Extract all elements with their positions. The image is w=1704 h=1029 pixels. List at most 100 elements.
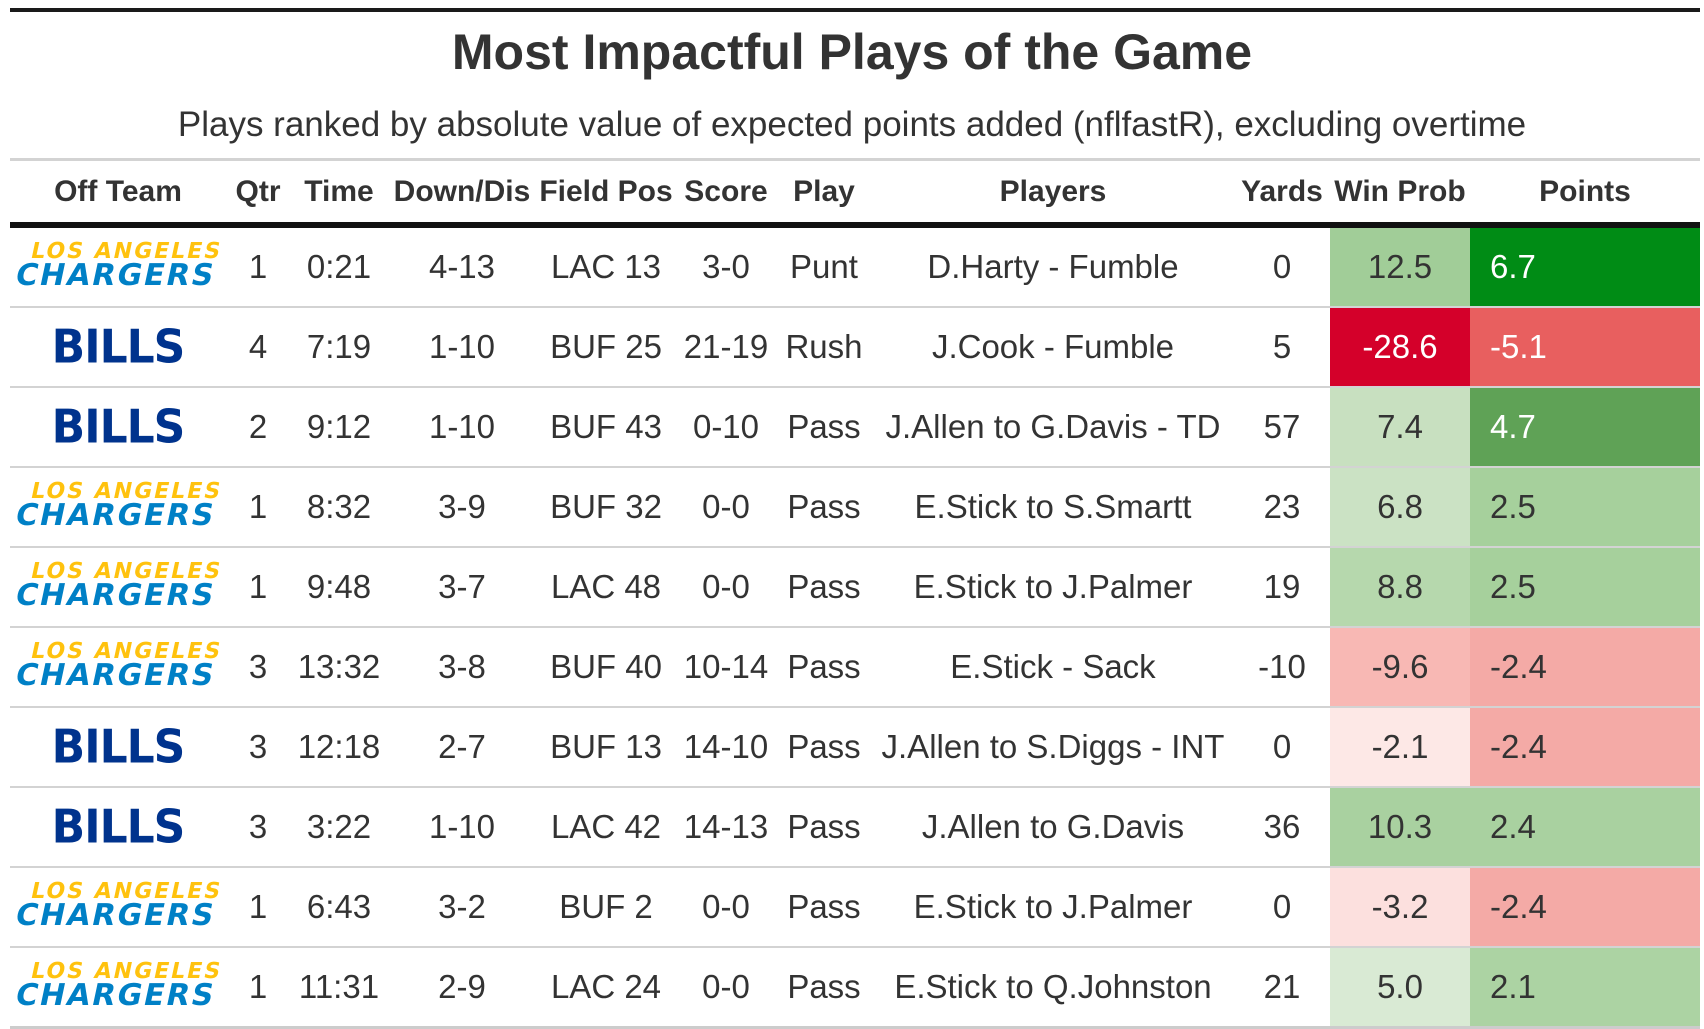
top-rule xyxy=(10,8,1700,12)
qtr-cell: 1 xyxy=(226,867,290,948)
col-header-win-prob: Win Prob xyxy=(1330,162,1470,228)
col-header-score: Score xyxy=(676,162,776,228)
yards-cell: 57 xyxy=(1234,387,1330,468)
qtr-cell: 3 xyxy=(226,627,290,708)
win-prob-cell: 12.5 xyxy=(1330,225,1470,308)
bills-logo: BILLS xyxy=(51,400,186,454)
col-header-field-pos: Field Pos xyxy=(536,162,676,228)
time-cell: 9:48 xyxy=(290,547,388,628)
off-team-cell: LOS ANGELES CHARGERS xyxy=(10,947,226,1029)
col-header-play: Play xyxy=(776,162,872,228)
qtr-cell: 4 xyxy=(226,307,290,388)
play-type-cell: Pass xyxy=(776,867,872,948)
off-team-cell: BILLS xyxy=(10,707,226,788)
win-prob-cell: 7.4 xyxy=(1330,387,1470,468)
score-cell: 3-0 xyxy=(676,225,776,308)
qtr-cell: 1 xyxy=(226,225,290,308)
play-type-cell: Pass xyxy=(776,707,872,788)
play-type-cell: Pass xyxy=(776,947,872,1029)
field-pos-cell: LAC 42 xyxy=(536,787,676,868)
down-dis-cell: 3-8 xyxy=(388,627,536,708)
table-row: BILLS 3 3:22 1-10 LAC 42 14-13 Pass J.Allen to … xyxy=(10,787,1700,868)
win-prob-cell: 10.3 xyxy=(1330,787,1470,868)
score-cell: 0-10 xyxy=(676,387,776,468)
col-header-time: Time xyxy=(290,162,388,228)
bills-logo: BILLS xyxy=(51,720,186,774)
score-cell: 14-10 xyxy=(676,707,776,788)
table-row: BILLS 4 7:19 1-10 BUF 25 21-19 Rush J.Cook - Fu… xyxy=(10,307,1700,388)
table-row: LOS ANGELES CHARGERS 1 0:21 4-13 LAC 13 3-0 Pun… xyxy=(10,225,1700,308)
time-cell: 0:21 xyxy=(290,225,388,308)
field-pos-cell: BUF 32 xyxy=(536,467,676,548)
time-cell: 3:22 xyxy=(290,787,388,868)
table-row: LOS ANGELES CHARGERS 3 13:32 3-8 BUF 40 10-14 P… xyxy=(10,627,1700,708)
time-cell: 6:43 xyxy=(290,867,388,948)
score-cell: 21-19 xyxy=(676,307,776,388)
chargers-logo: LOS ANGELES CHARGERS xyxy=(11,239,224,293)
points-cell: 2.4 xyxy=(1470,787,1700,868)
table-body: LOS ANGELES CHARGERS 1 0:21 4-13 LAC 13 3-0 Pun… xyxy=(10,225,1700,1029)
qtr-cell: 1 xyxy=(226,547,290,628)
win-prob-cell: 8.8 xyxy=(1330,547,1470,628)
off-team-cell: LOS ANGELES CHARGERS xyxy=(10,467,226,548)
score-cell: 0-0 xyxy=(676,467,776,548)
down-dis-cell: 3-7 xyxy=(388,547,536,628)
play-type-cell: Pass xyxy=(776,787,872,868)
down-dis-cell: 1-10 xyxy=(388,307,536,388)
yards-cell: -10 xyxy=(1234,627,1330,708)
table-row: LOS ANGELES CHARGERS 1 11:31 2-9 LAC 24 0-0 Pas… xyxy=(10,947,1700,1029)
subtitle-rule xyxy=(10,158,1700,161)
off-team-cell: LOS ANGELES CHARGERS xyxy=(10,547,226,628)
yards-cell: 23 xyxy=(1234,467,1330,548)
players-cell: J.Cook - Fumble xyxy=(872,307,1234,388)
yards-cell: 21 xyxy=(1234,947,1330,1029)
header-row: Off Team Qtr Time Down/Dis Field Pos Sco… xyxy=(10,162,1700,228)
down-dis-cell: 1-10 xyxy=(388,787,536,868)
chargers-logo-line2: CHARGERS xyxy=(11,978,219,1013)
field-pos-cell: BUF 13 xyxy=(536,707,676,788)
win-prob-cell: -28.6 xyxy=(1330,307,1470,388)
time-cell: 13:32 xyxy=(290,627,388,708)
down-dis-cell: 4-13 xyxy=(388,225,536,308)
field-pos-cell: LAC 48 xyxy=(536,547,676,628)
points-cell: -2.4 xyxy=(1470,707,1700,788)
col-header-down-dis: Down/Dis xyxy=(388,162,536,228)
points-cell: 2.5 xyxy=(1470,467,1700,548)
players-cell: E.Stick to J.Palmer xyxy=(872,547,1234,628)
score-cell: 14-13 xyxy=(676,787,776,868)
time-cell: 11:31 xyxy=(290,947,388,1029)
score-cell: 0-0 xyxy=(676,547,776,628)
points-cell: 2.5 xyxy=(1470,547,1700,628)
table-row: LOS ANGELES CHARGERS 1 9:48 3-7 LAC 48 0-0 Pass… xyxy=(10,547,1700,628)
players-cell: E.Stick - Sack xyxy=(872,627,1234,708)
play-type-cell: Pass xyxy=(776,627,872,708)
table-row: BILLS 3 12:18 2-7 BUF 13 14-10 Pass J.Allen to … xyxy=(10,707,1700,788)
off-team-cell: BILLS xyxy=(10,787,226,868)
time-cell: 12:18 xyxy=(290,707,388,788)
col-header-players: Players xyxy=(872,162,1234,228)
chargers-logo-line2: CHARGERS xyxy=(11,258,219,293)
score-cell: 0-0 xyxy=(676,947,776,1029)
col-header-qtr: Qtr xyxy=(226,162,290,228)
chargers-logo: LOS ANGELES CHARGERS xyxy=(11,879,224,933)
yards-cell: 19 xyxy=(1234,547,1330,628)
field-pos-cell: BUF 25 xyxy=(536,307,676,388)
play-type-cell: Rush xyxy=(776,307,872,388)
time-cell: 8:32 xyxy=(290,467,388,548)
score-cell: 0-0 xyxy=(676,867,776,948)
win-prob-cell: -2.1 xyxy=(1330,707,1470,788)
table-row: LOS ANGELES CHARGERS 1 8:32 3-9 BUF 32 0-0 Pass… xyxy=(10,467,1700,548)
yards-cell: 5 xyxy=(1234,307,1330,388)
field-pos-cell: BUF 40 xyxy=(536,627,676,708)
points-cell: 4.7 xyxy=(1470,387,1700,468)
table-row: BILLS 2 9:12 1-10 BUF 43 0-10 Pass J.Allen to G… xyxy=(10,387,1700,468)
table-subtitle: Plays ranked by absolute value of expect… xyxy=(177,105,1527,144)
chargers-logo: LOS ANGELES CHARGERS xyxy=(12,639,224,693)
win-prob-cell: -3.2 xyxy=(1330,867,1470,948)
chargers-logo: LOS ANGELES CHARGERS xyxy=(11,959,224,1013)
off-team-cell: BILLS xyxy=(10,307,226,388)
chargers-logo-line2: CHARGERS xyxy=(11,898,219,933)
down-dis-cell: 2-9 xyxy=(388,947,536,1029)
off-team-cell: LOS ANGELES CHARGERS xyxy=(10,867,226,948)
win-prob-cell: -9.6 xyxy=(1330,627,1470,708)
